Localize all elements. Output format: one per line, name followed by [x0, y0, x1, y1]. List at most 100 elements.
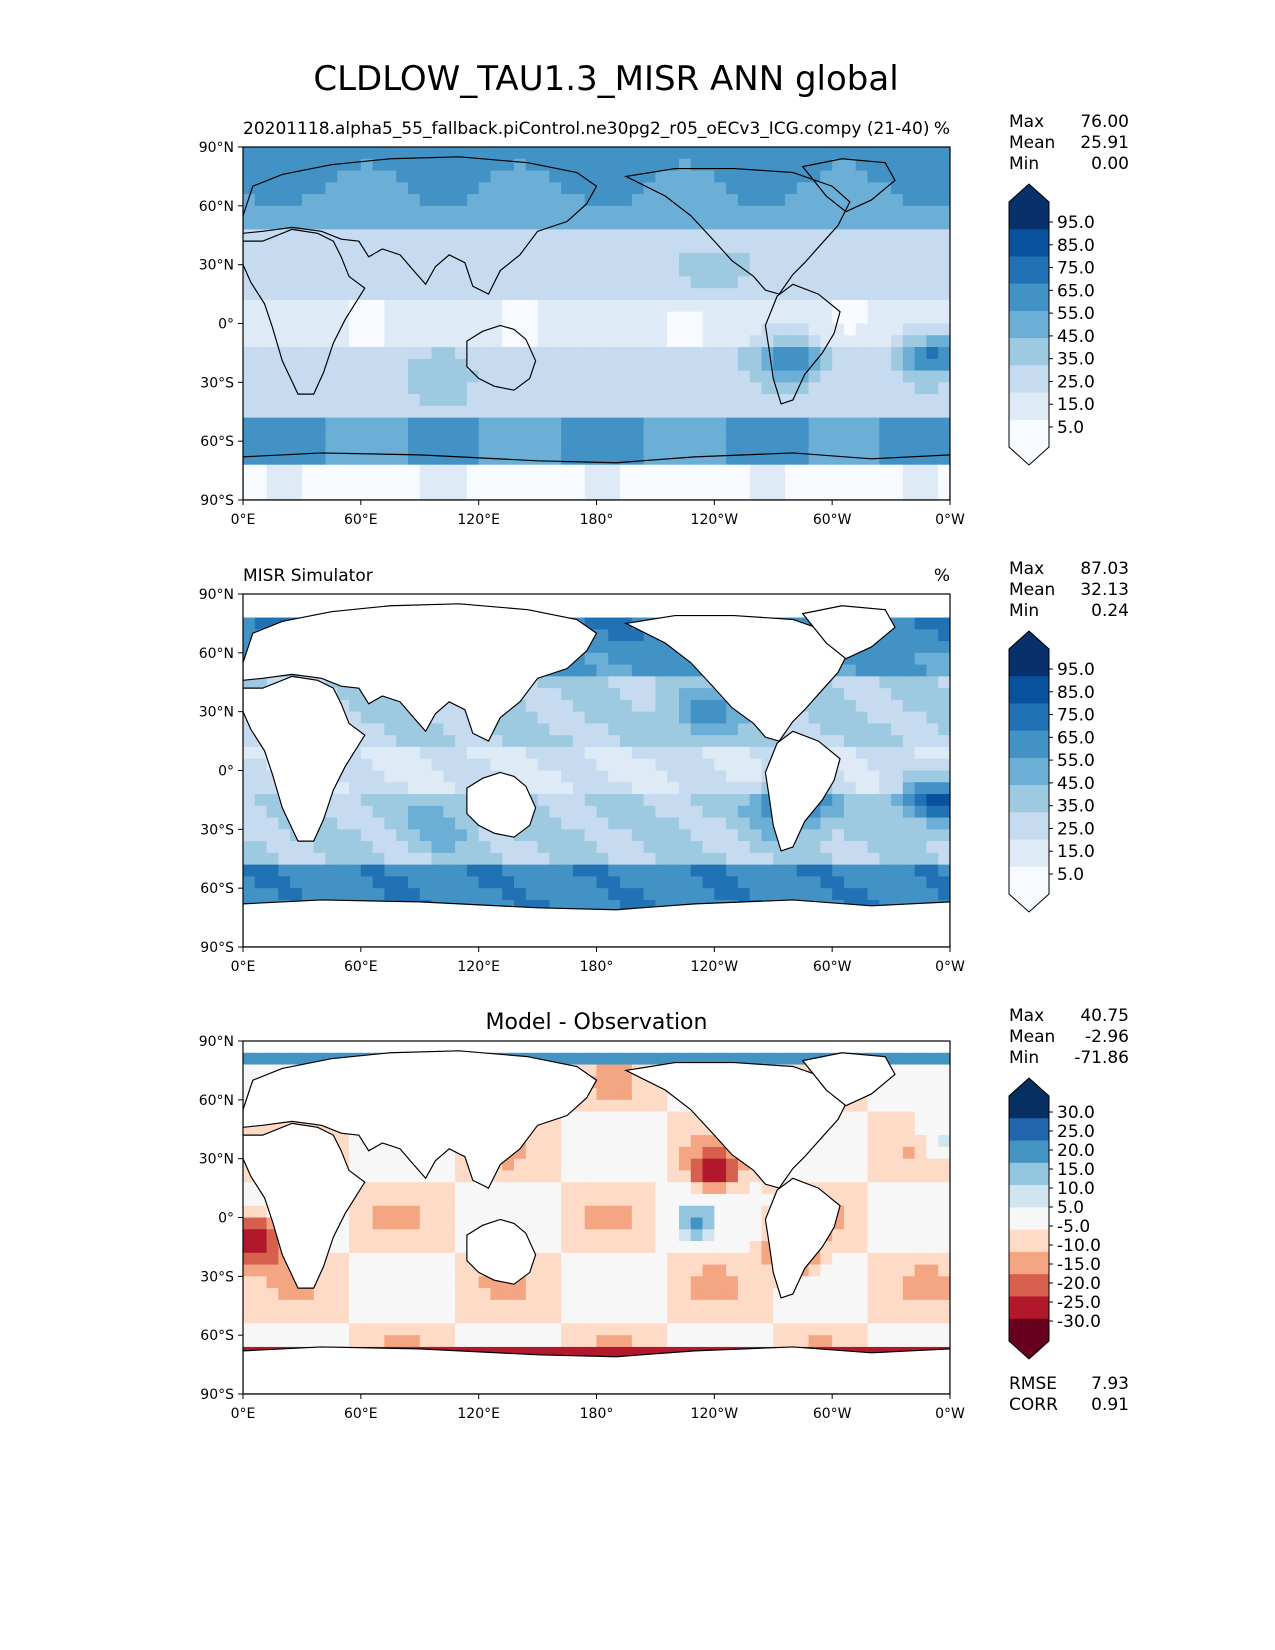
field-cell [549, 676, 562, 689]
field-cell [702, 735, 715, 748]
field-cell [761, 182, 774, 195]
field-cell [360, 288, 374, 301]
field-cell [584, 1311, 597, 1324]
field-cell [243, 1252, 256, 1266]
field-cell [349, 394, 362, 407]
field-cell [455, 1170, 468, 1183]
field-cell [537, 488, 550, 501]
field-cell [926, 452, 939, 466]
field-cell [926, 1052, 939, 1066]
field-cell [820, 417, 833, 430]
field-cell [643, 1299, 656, 1313]
field-cell [455, 182, 468, 195]
field-cell [655, 370, 668, 383]
field-cell [337, 488, 350, 501]
field-cell [490, 488, 503, 501]
field-cell [419, 1264, 433, 1277]
field-cell [525, 194, 539, 207]
field-cell [466, 441, 480, 454]
lon-tick-label: 180° [580, 959, 614, 975]
field-cell [891, 394, 904, 407]
field-cell [396, 217, 409, 230]
field-cell [737, 170, 751, 183]
field-cell [266, 147, 279, 160]
field-cell [714, 888, 727, 901]
field-cell [667, 358, 680, 372]
field-cell [396, 782, 409, 795]
field-cell [372, 241, 385, 254]
field-cell [643, 688, 656, 701]
field-cell [702, 358, 715, 372]
field-cell [525, 888, 539, 901]
colorbar-segment [1009, 839, 1049, 868]
field-cell [349, 335, 362, 348]
field-cell [678, 1229, 692, 1242]
field-cell [419, 805, 433, 819]
field-cell [455, 370, 468, 383]
field-cell [537, 288, 550, 301]
field-cell [384, 276, 397, 289]
field-cell [843, 1311, 857, 1324]
field-cell [455, 876, 468, 889]
field-cell [254, 782, 268, 795]
field-cell [502, 1182, 515, 1195]
field-cell [290, 358, 303, 372]
field-cell [914, 323, 927, 336]
field-cell [584, 147, 597, 160]
field-cell [549, 323, 562, 336]
field-cell [749, 241, 762, 254]
field-cell [702, 1146, 715, 1160]
field-cell [266, 1299, 279, 1313]
field-cell [337, 452, 350, 466]
field-cell [761, 817, 774, 830]
field-cell [631, 746, 645, 760]
field-cell [313, 1311, 326, 1324]
field-cell [655, 358, 668, 372]
field-cell [891, 1299, 904, 1313]
field-cell [843, 229, 857, 242]
field-cell [349, 429, 362, 442]
field-cell [737, 1241, 751, 1254]
field-cell [396, 488, 409, 501]
field-cell [537, 347, 550, 360]
field-cell [384, 429, 397, 442]
field-cell [643, 664, 656, 677]
field-cell [608, 1193, 621, 1207]
field-cell [820, 817, 833, 830]
field-cell [678, 876, 692, 889]
field-cell [396, 770, 409, 783]
field-cell [525, 358, 539, 372]
field-cell [643, 382, 656, 395]
field-cell [620, 805, 633, 819]
field-cell [902, 746, 916, 760]
field-cell [514, 335, 527, 348]
field-cell [879, 464, 892, 477]
field-cell [726, 276, 739, 289]
map-panel-2: MISR Simulator %90°N60°N30°N0°30°S60°S90°… [199, 559, 1129, 975]
field-cell [832, 358, 845, 372]
field-cell [349, 876, 362, 889]
field-cell [667, 182, 680, 195]
field-cell [455, 323, 468, 336]
panel-units: % [934, 566, 950, 586]
field-cell [643, 1335, 656, 1348]
field-cell [325, 217, 338, 230]
field-cell [337, 1229, 350, 1242]
field-cell [867, 1288, 880, 1301]
field-cell [667, 1323, 680, 1336]
field-cell [313, 347, 326, 360]
field-cell [620, 1076, 633, 1089]
field-cell [902, 417, 916, 430]
field-cell [914, 794, 927, 807]
field-cell [584, 1182, 597, 1195]
field-cell [349, 1205, 362, 1218]
field-cell [301, 841, 315, 854]
field-cell [254, 1064, 268, 1077]
field-cell [891, 194, 904, 207]
field-cell [431, 735, 444, 748]
field-cell [631, 347, 645, 360]
field-cell [537, 252, 550, 266]
field-cell [431, 805, 444, 819]
field-cell [525, 1323, 539, 1336]
field-cell [561, 770, 574, 783]
